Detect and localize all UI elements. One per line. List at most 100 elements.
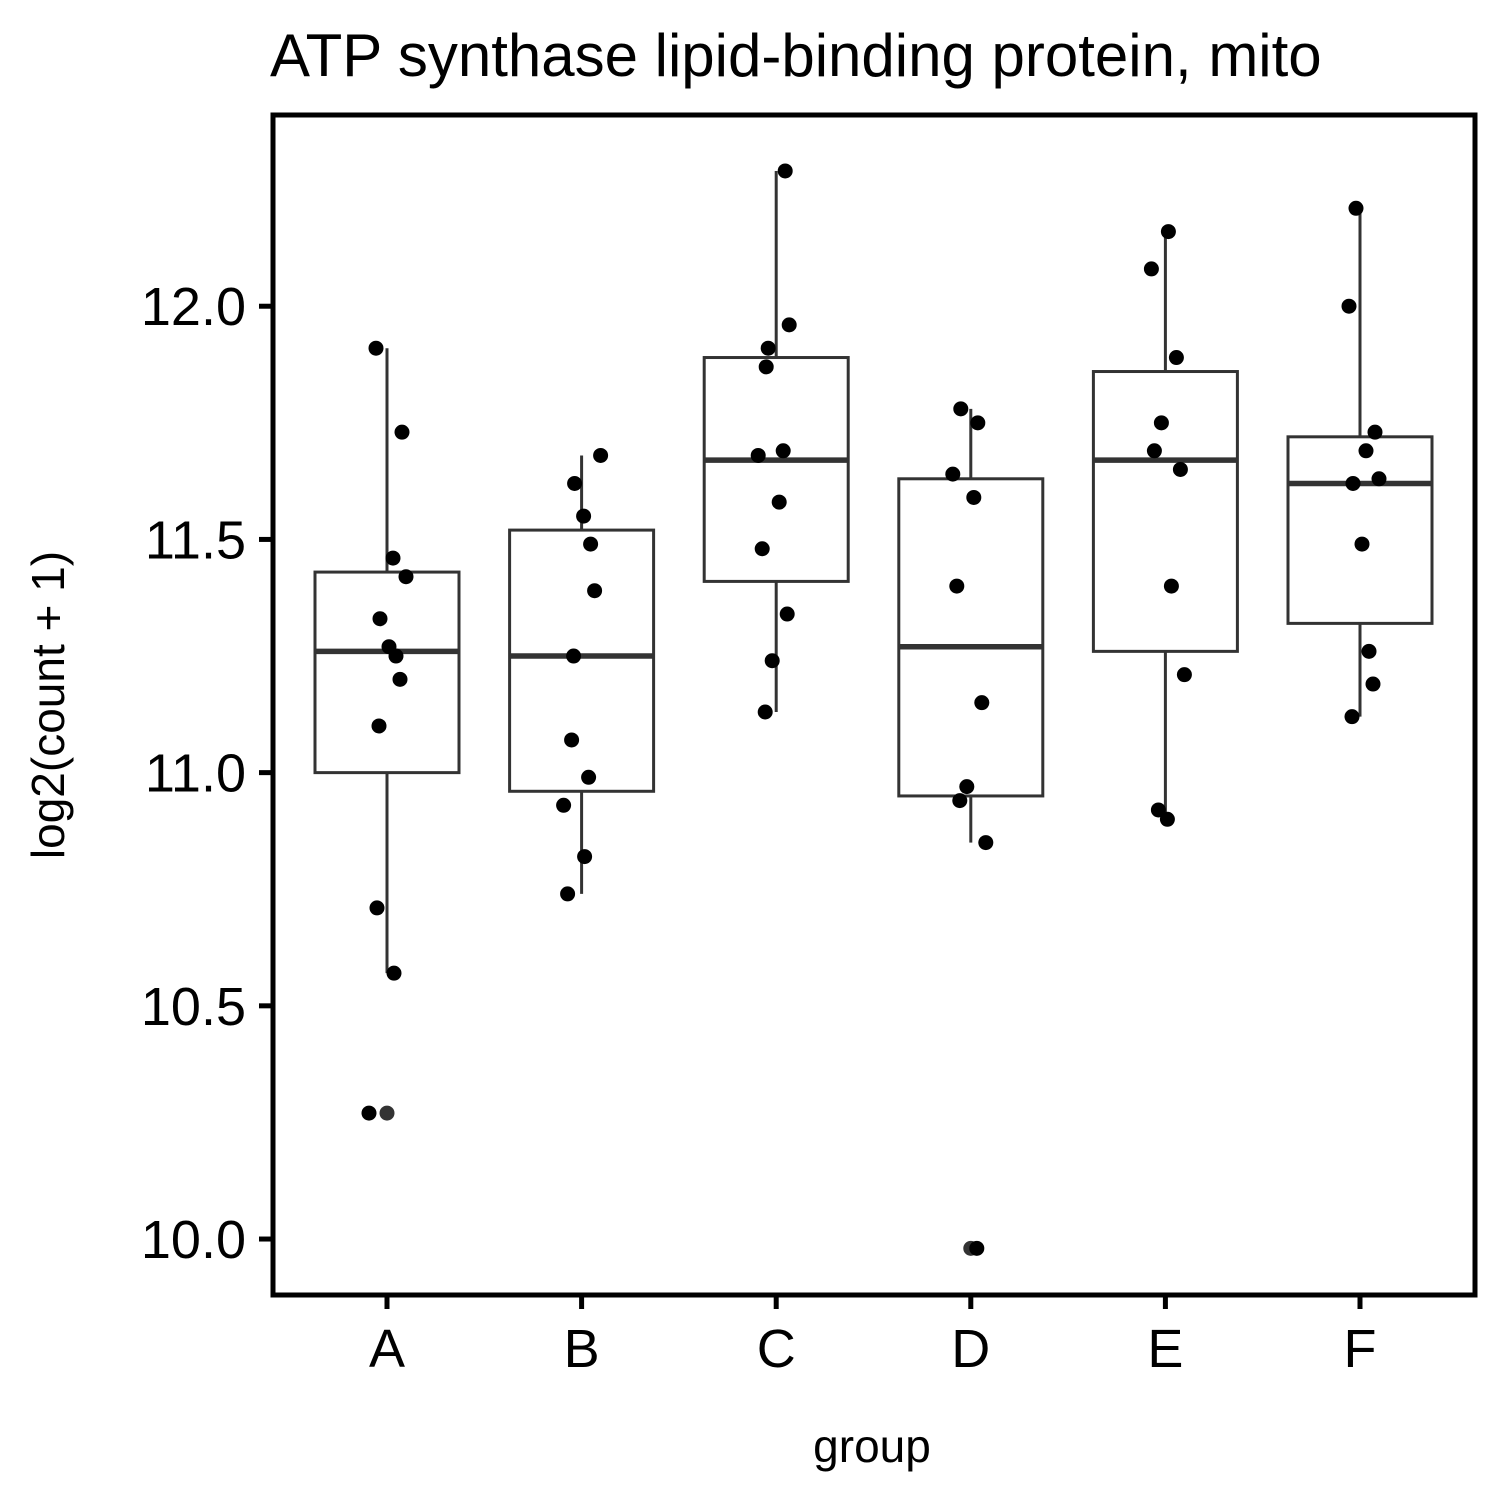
- y-axis: 10.0 10.5 11.0 11.5 12.0: [141, 277, 273, 1270]
- data-point: [566, 648, 582, 664]
- x-tick-label: C: [757, 1319, 796, 1379]
- data-point: [1150, 802, 1166, 818]
- x-tick-label: B: [564, 1319, 600, 1379]
- box-group-D: [897, 408, 1045, 1256]
- box-group-C: [702, 170, 850, 712]
- data-point: [945, 466, 961, 482]
- data-point: [593, 447, 609, 463]
- points-group-B: [556, 447, 609, 902]
- points-group-E: [1143, 224, 1192, 827]
- data-point: [758, 359, 774, 375]
- data-point: [777, 163, 793, 179]
- data-point: [581, 769, 597, 785]
- data-point: [781, 317, 797, 333]
- outlier-point: [379, 1105, 395, 1121]
- data-point: [369, 900, 385, 916]
- points-group-D: [945, 401, 994, 1256]
- data-point: [974, 695, 990, 711]
- data-point: [1344, 709, 1360, 725]
- y-axis-title: log2(count + 1): [22, 551, 74, 859]
- data-point: [556, 797, 572, 813]
- data-point: [757, 704, 773, 720]
- box-group-E: [1091, 231, 1239, 820]
- data-point: [949, 578, 965, 594]
- data-point: [764, 653, 780, 669]
- data-point: [587, 583, 603, 599]
- data-point: [754, 541, 770, 557]
- data-point: [959, 779, 975, 795]
- y-tick-label: 10.0: [141, 1210, 246, 1270]
- y-tick-label: 11.5: [145, 510, 246, 570]
- data-point: [779, 606, 795, 622]
- data-point: [760, 340, 776, 356]
- data-point: [372, 611, 388, 627]
- data-point: [576, 508, 592, 524]
- x-tick-label: F: [1344, 1319, 1377, 1379]
- y-tick-label: 12.0: [141, 277, 246, 337]
- box: [508, 528, 656, 793]
- data-point: [1160, 224, 1176, 240]
- data-point: [392, 671, 408, 687]
- data-point: [567, 475, 583, 491]
- box-group-B: [508, 455, 656, 894]
- data-point: [560, 886, 576, 902]
- y-tick-label: 10.5: [141, 977, 246, 1037]
- data-point: [368, 340, 384, 356]
- x-tick-label: D: [951, 1319, 990, 1379]
- data-point: [1172, 461, 1188, 477]
- box: [897, 477, 1045, 798]
- plot-area: [313, 163, 1434, 1256]
- data-point: [1153, 415, 1169, 431]
- data-point: [388, 648, 404, 664]
- data-point: [953, 401, 969, 417]
- box: [1091, 370, 1239, 653]
- x-axis: A B C D E F: [369, 1295, 1377, 1379]
- data-point: [583, 536, 599, 552]
- data-point: [1146, 443, 1162, 459]
- data-point: [1143, 261, 1159, 277]
- data-point: [394, 424, 410, 440]
- box-group-F: [1286, 208, 1434, 717]
- points-group-C: [750, 163, 797, 720]
- data-point: [361, 1105, 377, 1121]
- box: [1286, 435, 1434, 625]
- data-point: [952, 793, 968, 809]
- points-group-F: [1341, 200, 1387, 725]
- data-point: [969, 1240, 985, 1256]
- data-point: [1358, 443, 1374, 459]
- box: [702, 356, 850, 583]
- data-point: [398, 569, 414, 585]
- data-point: [386, 965, 402, 981]
- y-tick-label: 11.0: [145, 744, 246, 804]
- data-point: [385, 550, 401, 566]
- points-group-A: [361, 340, 414, 1121]
- data-point: [1354, 536, 1370, 552]
- box: [313, 570, 461, 775]
- data-point: [1345, 475, 1361, 491]
- data-point: [1371, 471, 1387, 487]
- data-point: [564, 732, 580, 748]
- data-point: [1367, 424, 1383, 440]
- data-point: [1348, 200, 1364, 216]
- data-point: [970, 415, 986, 431]
- data-point: [1159, 811, 1175, 827]
- x-tick-label: A: [369, 1319, 405, 1379]
- plot-frame: [270, 112, 1478, 1298]
- box-group-A: [313, 348, 461, 1121]
- data-point: [371, 718, 387, 734]
- data-point: [775, 443, 791, 459]
- data-point: [966, 489, 982, 505]
- x-tick-label: E: [1147, 1319, 1183, 1379]
- data-point: [978, 835, 994, 851]
- data-point: [1361, 643, 1377, 659]
- x-axis-title: group: [813, 1420, 931, 1472]
- chart-title: ATP synthase lipid-binding protein, mito: [270, 22, 1322, 89]
- data-point: [1176, 667, 1192, 683]
- data-point: [1365, 676, 1381, 692]
- data-point: [1168, 350, 1184, 366]
- data-point: [771, 494, 787, 510]
- data-point: [1163, 578, 1179, 594]
- data-point: [1341, 298, 1357, 314]
- data-point: [750, 447, 766, 463]
